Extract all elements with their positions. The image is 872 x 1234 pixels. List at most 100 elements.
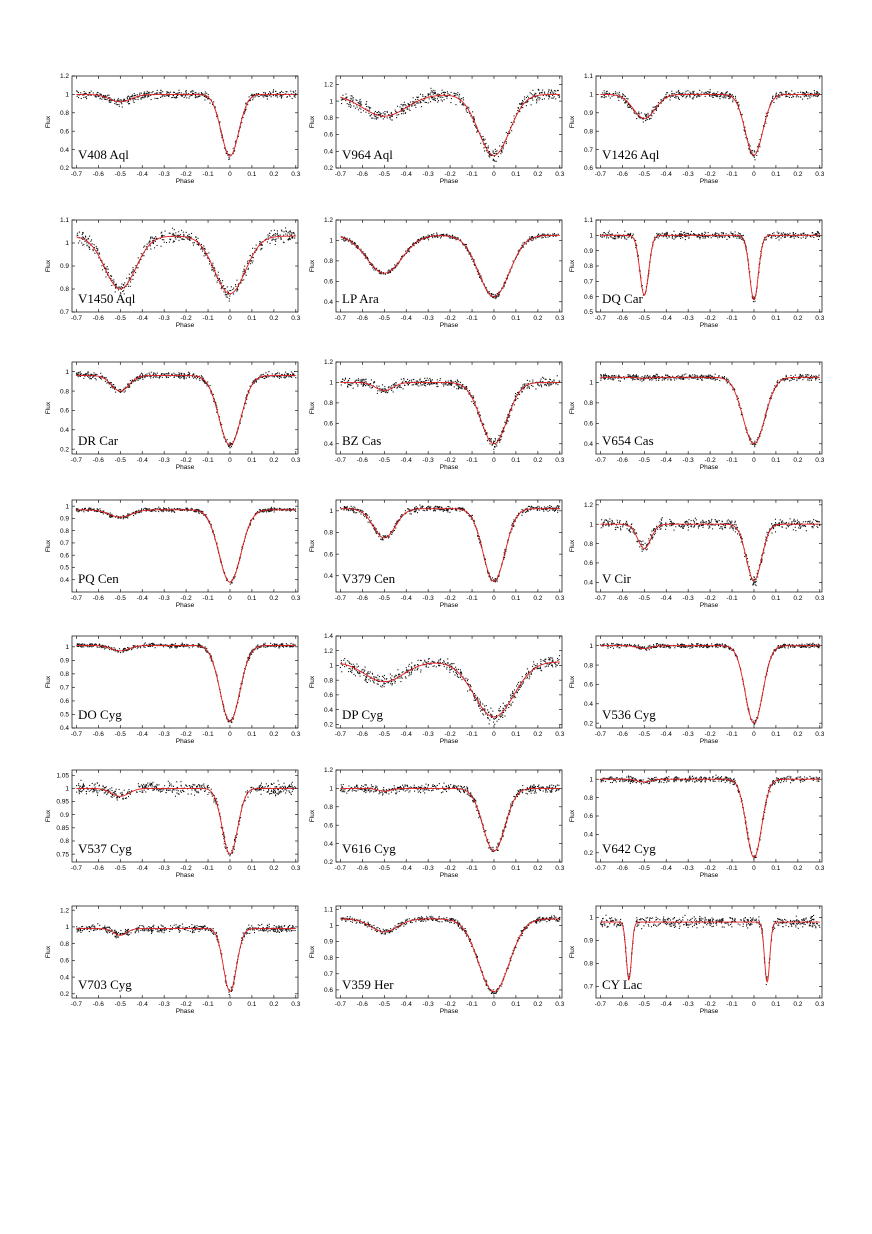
data-point <box>422 94 424 96</box>
data-point <box>110 275 112 277</box>
data-point <box>726 379 728 381</box>
data-point <box>270 236 272 238</box>
data-point <box>223 288 225 290</box>
data-point <box>787 95 789 97</box>
data-point <box>361 381 363 383</box>
data-point <box>777 96 779 98</box>
data-point <box>645 114 647 116</box>
data-point <box>623 99 625 101</box>
y-tick-label: 0.4 <box>60 147 69 154</box>
data-point <box>539 236 541 238</box>
data-point <box>146 243 148 245</box>
data-point <box>198 95 200 97</box>
data-point <box>390 111 392 114</box>
data-point <box>364 253 366 255</box>
data-point <box>178 89 180 91</box>
data-point <box>726 377 728 379</box>
data-point <box>473 403 475 405</box>
data-point <box>685 373 687 375</box>
data-point <box>760 250 762 252</box>
data-point <box>630 233 632 236</box>
data-point <box>140 92 142 94</box>
data-point <box>129 386 131 388</box>
data-point <box>200 247 202 249</box>
data-point <box>389 118 391 120</box>
light-curve-chart: -0.7 -0.6 -0.5 -0.4 -0.3 -0.2 -0.1 0 0.1 0.2 0.30.… <box>309 359 565 471</box>
data-point <box>519 103 521 105</box>
x-tick-label: -0.5 <box>115 171 127 178</box>
data-point <box>255 244 257 246</box>
y-tick-label: 0.4 <box>324 299 333 306</box>
data-point <box>732 235 734 237</box>
x-tick-label: -0.4 <box>661 315 673 322</box>
data-point <box>76 374 78 376</box>
data-point <box>732 232 734 235</box>
data-point <box>154 97 156 99</box>
data-point <box>666 231 668 233</box>
data-point <box>803 91 805 94</box>
data-point <box>462 99 465 101</box>
light-curve-panel: -0.7 -0.6 -0.5 -0.4 -0.3 -0.2 -0.1 0 0.1 0.2 0.3 0.… <box>36 212 308 334</box>
data-point <box>131 94 133 96</box>
data-point <box>726 238 728 240</box>
data-point <box>714 235 716 237</box>
data-point <box>491 154 493 157</box>
data-point <box>113 384 115 386</box>
data-point <box>435 236 437 238</box>
data-point <box>348 105 350 107</box>
data-point <box>206 98 209 100</box>
data-point <box>428 382 430 384</box>
data-point <box>483 139 485 142</box>
data-point <box>656 236 658 238</box>
x-tick-label: -0.1 <box>726 171 738 178</box>
data-point <box>611 379 613 381</box>
data-point <box>498 291 500 293</box>
data-point <box>176 97 178 99</box>
data-point <box>784 235 786 238</box>
data-point <box>487 147 490 149</box>
x-tick-label: 0.3 <box>815 315 824 322</box>
data-point <box>614 235 616 237</box>
data-point <box>151 92 153 94</box>
data-point <box>547 92 549 94</box>
data-point <box>291 233 293 235</box>
data-point <box>135 265 137 267</box>
data-point <box>718 96 721 98</box>
data-point <box>618 236 620 238</box>
data-point <box>362 385 364 387</box>
data-point <box>264 376 266 378</box>
data-point <box>819 235 821 237</box>
data-point <box>432 237 434 239</box>
data-point <box>405 252 407 254</box>
x-tick-label: -0.3 <box>423 315 435 322</box>
data-point <box>798 377 800 379</box>
data-point <box>291 374 294 376</box>
data-point <box>124 390 126 392</box>
data-point <box>696 375 698 377</box>
data-point <box>106 99 108 101</box>
data-point <box>197 243 199 245</box>
data-point <box>360 101 362 103</box>
data-point <box>696 378 698 380</box>
data-point <box>409 380 411 382</box>
x-tick-label: -0.3 <box>683 171 695 178</box>
data-point <box>127 95 129 97</box>
data-point <box>143 97 145 99</box>
data-point <box>472 397 474 399</box>
data-point <box>517 107 519 109</box>
x-tick-label: -0.6 <box>93 171 105 178</box>
data-point <box>294 370 296 373</box>
data-point <box>481 136 483 138</box>
data-point <box>389 116 391 118</box>
data-point <box>350 106 352 108</box>
data-point <box>812 377 814 379</box>
data-point <box>142 97 144 99</box>
data-point <box>685 233 687 235</box>
data-point <box>206 383 208 385</box>
data-point <box>159 96 162 98</box>
data-point <box>84 237 86 239</box>
data-point <box>549 378 551 380</box>
data-point <box>770 397 772 399</box>
data-point <box>249 99 251 101</box>
data-point <box>769 396 772 398</box>
